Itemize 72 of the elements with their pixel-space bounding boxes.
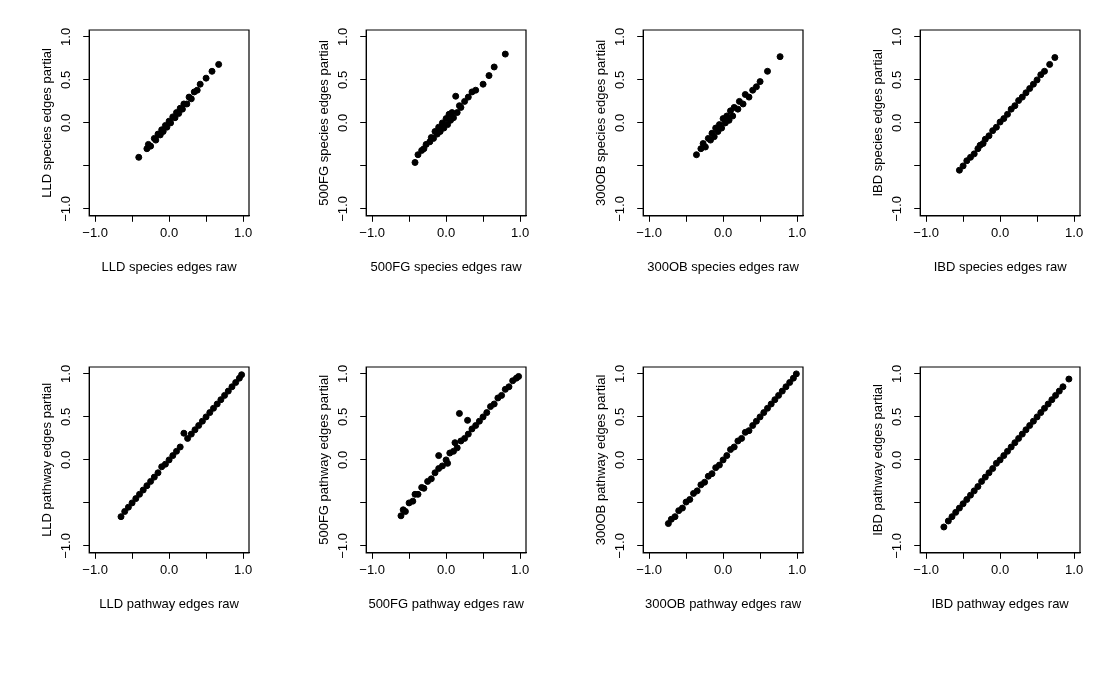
x-tick-label: 0.0 (991, 225, 1010, 241)
x-tick-label: 0.0 (160, 225, 179, 241)
x-axis-title: LLD pathway edges raw (99, 595, 240, 611)
y-axis-title: IBD pathway edges partial (870, 383, 886, 536)
y-tick-label: 1.0 (888, 364, 904, 383)
x-axis-title: 300OB species edges raw (647, 258, 800, 274)
x-tick-label: 1.0 (1065, 225, 1084, 241)
x-tick-label: −1.0 (82, 225, 108, 241)
y-tick-label: 0.5 (57, 70, 73, 89)
x-tick-label: 1.0 (788, 562, 807, 578)
x-axis-title: LLD species edges raw (101, 258, 238, 274)
x-tick-label: 1.0 (788, 225, 807, 241)
y-tick-label: −1.0 (57, 196, 73, 222)
y-tick-label: 1.0 (611, 364, 627, 383)
y-tick-label: 0.0 (611, 450, 627, 469)
y-tick-label: 0.5 (334, 70, 350, 89)
y-tick-label: 0.5 (334, 407, 350, 426)
y-tick-label: −1.0 (888, 196, 904, 222)
x-tick-label: 0.0 (437, 562, 456, 578)
x-tick-label: 0.0 (991, 562, 1010, 578)
y-tick-label: −1.0 (611, 533, 627, 559)
x-tick-label: −1.0 (636, 562, 662, 578)
x-tick-label: −1.0 (359, 562, 385, 578)
y-tick-label: −1.0 (57, 533, 73, 559)
y-tick-label: −1.0 (611, 196, 627, 222)
x-tick-label: −1.0 (82, 562, 108, 578)
x-axis-title: 500FG species edges raw (370, 258, 523, 274)
x-tick-label: −1.0 (913, 562, 939, 578)
y-tick-label: 0.5 (57, 407, 73, 426)
x-tick-label: 0.0 (714, 225, 733, 241)
y-tick-label: −1.0 (888, 533, 904, 559)
x-tick-label: −1.0 (636, 225, 662, 241)
y-tick-label: 1.0 (57, 364, 73, 383)
y-tick-label: 1.0 (334, 364, 350, 383)
y-tick-label: 0.5 (888, 407, 904, 426)
y-tick-label: 0.0 (611, 113, 627, 132)
x-tick-label: 0.0 (437, 225, 456, 241)
y-axis-title: 300OB species edges partial (593, 39, 609, 207)
y-axis-title: IBD species edges partial (870, 49, 886, 197)
x-tick-label: 1.0 (1065, 562, 1084, 578)
y-tick-label: 0.0 (334, 113, 350, 132)
y-tick-label: 0.0 (57, 113, 73, 132)
y-axis-title: LLD species edges partial (39, 48, 55, 198)
y-tick-label: 0.0 (888, 450, 904, 469)
y-tick-label: 1.0 (611, 27, 627, 46)
y-tick-label: −1.0 (334, 533, 350, 559)
x-tick-label: 1.0 (511, 225, 530, 241)
y-tick-label: −1.0 (334, 196, 350, 222)
x-tick-label: 1.0 (234, 225, 253, 241)
y-axis-title: 300OB pathway edges partial (593, 374, 609, 546)
x-axis-title: IBD species edges raw (933, 258, 1068, 274)
x-tick-label: 1.0 (234, 562, 253, 578)
y-tick-label: 0.0 (334, 450, 350, 469)
x-axis-title: 500FG pathway edges raw (368, 595, 525, 611)
x-axis-title: IBD pathway edges raw (931, 595, 1070, 611)
x-axis-title: 300OB pathway edges raw (645, 595, 802, 611)
y-tick-label: 1.0 (888, 27, 904, 46)
x-tick-label: −1.0 (359, 225, 385, 241)
y-axis-title: 500FG species edges partial (316, 40, 332, 206)
x-tick-label: 1.0 (511, 562, 530, 578)
y-tick-label: 0.5 (611, 70, 627, 89)
y-tick-label: 1.0 (57, 27, 73, 46)
y-tick-label: 0.5 (611, 407, 627, 426)
x-tick-label: −1.0 (913, 225, 939, 241)
y-axis-title: 500FG pathway edges partial (316, 374, 332, 545)
y-tick-label: 0.5 (888, 70, 904, 89)
y-tick-label: 0.0 (57, 450, 73, 469)
x-tick-label: 0.0 (714, 562, 733, 578)
y-tick-label: 0.0 (888, 113, 904, 132)
x-tick-label: 0.0 (160, 562, 179, 578)
y-tick-label: 1.0 (334, 27, 350, 46)
y-axis-title: LLD pathway edges partial (39, 382, 55, 537)
